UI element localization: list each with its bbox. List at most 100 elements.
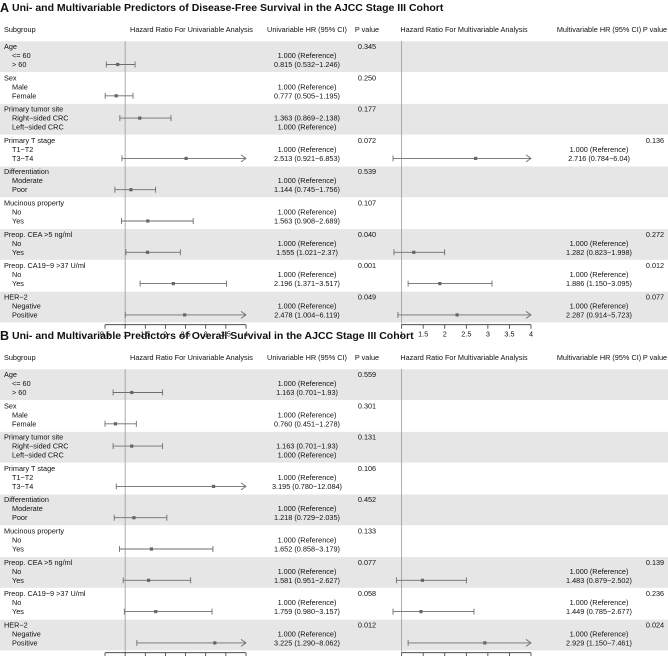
panel-b-group-5-univariable-p: 0.452 <box>358 495 376 504</box>
panel-b-group-2-row-1-univariable-hr: 1.000 (Reference) <box>278 410 337 419</box>
panel-a-group-9-row-2-multivariable-ci-arrow <box>525 311 532 319</box>
panel-b-group-2-row-2-label: Female <box>12 419 36 428</box>
panel-a-group-1-row-1-univariable-hr: 1.000 (Reference) <box>278 51 337 60</box>
panel-a-header-univariable-p: P value <box>355 25 379 34</box>
panel-b-group-8-row-2-label: Yes <box>12 607 24 616</box>
panel-b-group-8-row-1-univariable-hr: 1.000 (Reference) <box>278 598 337 607</box>
panel-a-group-9-row-1-multivariable-hr: 1.000 (Reference) <box>570 301 629 310</box>
panel-a-group-2-row-2-univariable-hr: 0.777 (0.505−1.195) <box>274 91 340 100</box>
panel-b-group-8-row-2-univariable-point <box>154 610 158 614</box>
panel-b-group-1-row-2-univariable-point <box>130 390 134 395</box>
panel-a-header-univariable-plot: Hazard Ratio For Univariable Analysis <box>130 25 253 34</box>
panel-b-group-9-row-2-multivariable-ci-arrow <box>525 639 532 647</box>
panel-a-header-subgroup: Subgroup <box>4 25 36 34</box>
panel-b-group-8-row-1-multivariable-hr: 1.000 (Reference) <box>570 598 629 607</box>
panel-a-group-7-row-1-univariable-hr: 1.000 (Reference) <box>278 239 337 248</box>
panel-a-label: A <box>0 1 9 15</box>
panel-a-group-8-row-2-label: Yes <box>12 279 24 288</box>
panel-b-group-4-row-2-univariable-point <box>211 484 216 488</box>
panel-a-group-3-row-1-univariable-point <box>138 116 142 120</box>
panel-a-group-9-row-1-label: Negative <box>12 301 41 310</box>
panel-b-group-1-row-2-label: > 60 <box>12 388 26 397</box>
panel-a-group-4-row-2-univariable-point <box>184 156 188 160</box>
panel-a-univariable-tick-label: 2 <box>163 330 167 339</box>
panel-b-band <box>0 369 668 400</box>
panel-b-group-2-row-2-univariable-point <box>113 422 118 426</box>
panel-b-group-9-univariable-p: 0.012 <box>358 620 376 629</box>
panel-b-header-univariable-plot: Hazard Ratio For Univariable Analysis <box>130 353 253 362</box>
panel-b-group-1-name: Age <box>4 370 17 379</box>
panel-a-group-2-row-1-univariable-hr: 1.000 (Reference) <box>278 82 337 91</box>
panel-b-group-8-row-2-multivariable-point <box>419 610 423 614</box>
panel-b-group-3-row-2-univariable-hr: 1.000 (Reference) <box>278 451 337 460</box>
panel-a-group-8-row-2-univariable-point <box>171 282 175 286</box>
panel-a-group-5-row-1-label: Moderate <box>12 176 43 185</box>
panel-a-group-3-univariable-p: 0.177 <box>358 105 376 114</box>
panel-b-group-9-row-2-univariable-hr: 3.225 (1.290−8.062) <box>274 638 340 647</box>
panel-b-group-9-row-2-univariable-point <box>213 641 217 645</box>
panel-a-band <box>0 166 668 198</box>
panel-b-group-2-row-2-univariable-hr: 0.760 (0.451−1.278) <box>274 419 340 428</box>
panel-b-group-8-row-1-label: No <box>12 598 21 607</box>
panel-a-header-multivariable-hr: Multivariable HR (95% CI) <box>557 25 641 34</box>
panel-b-group-9-multivariable-p: 0.024 <box>646 620 664 629</box>
panel-a-group-4-multivariable-p: 0.136 <box>646 136 664 145</box>
panel-a-group-8-univariable-p: 0.001 <box>358 261 376 270</box>
panel-b-group-8-name: Preop. CA19−9 >37 U/ml <box>4 589 86 598</box>
panel-a-group-5-row-1-univariable-hr: 1.000 (Reference) <box>278 176 337 185</box>
panel-a-group-8-multivariable-p: 0.012 <box>646 261 664 270</box>
panel-a-group-2-univariable-p: 0.250 <box>358 73 376 82</box>
panel-b-header-univariable-p: P value <box>355 353 379 362</box>
panel-a-group-9-univariable-p: 0.049 <box>358 292 376 301</box>
panel-a-group-3-row-2-label: Left−sided CRC <box>12 123 64 132</box>
panel-b-group-8-multivariable-p: 0.236 <box>646 589 664 598</box>
panel-a-group-3-row-2-univariable-hr: 1.000 (Reference) <box>278 123 337 132</box>
panel-a-group-5-row-2-univariable-point <box>129 188 133 192</box>
panel-a-group-5-row-2-label: Poor <box>12 185 28 194</box>
panel-b-group-8-row-2-multivariable-hr: 1.449 (0.785−2.677) <box>566 607 632 616</box>
panel-b-band <box>0 494 668 526</box>
panel-a-group-2-name: Sex <box>4 73 17 82</box>
panel-b-header-subgroup: Subgroup <box>4 353 36 362</box>
panel-a-band <box>0 41 668 72</box>
panel-b-group-5-name: Differentiation <box>4 495 49 504</box>
panel-b-group-1-univariable-p: 0.559 <box>358 370 376 379</box>
panel-b-group-6-row-1-univariable-hr: 1.000 (Reference) <box>278 536 337 545</box>
panel-b-group-6-univariable-p: 0.133 <box>358 527 376 536</box>
panel-a-group-2-row-1-label: Male <box>12 82 28 91</box>
panel-b-group-7-name: Preop. CEA >5 ng/ml <box>4 558 73 567</box>
panel-a-univariable-tick-label: 2.5 <box>180 330 190 339</box>
panel-b-group-4-name: Primary T stage <box>4 464 55 473</box>
panel-b-group-3-name: Primary tumor site <box>4 433 63 442</box>
panel-b-group-7-row-1-univariable-hr: 1.000 (Reference) <box>278 567 337 576</box>
panel-b-group-4-row-1-label: T1−T2 <box>12 473 33 482</box>
panel-b-group-5-row-2-univariable-hr: 1.218 (0.729−2.035) <box>274 513 340 522</box>
panel-a-univariable-tick-label: 3.5 <box>221 330 231 339</box>
panel-a-group-3-name: Primary tumor site <box>4 105 63 114</box>
panel-a-group-1-name: Age <box>4 42 17 51</box>
panel-a-group-4-row-1-multivariable-hr: 1.000 (Reference) <box>570 145 629 154</box>
panel-b-title: Uni- and Multivariable Predictors of Ove… <box>12 330 414 342</box>
panel-a-group-8-row-1-multivariable-hr: 1.000 (Reference) <box>570 270 629 279</box>
panel-b-group-9-row-1-univariable-hr: 1.000 (Reference) <box>278 629 337 638</box>
panel-a-group-9-row-2-univariable-point <box>183 313 187 317</box>
panel-a-group-4-row-2-multivariable-hr: 2.716 (0.784−6.04) <box>568 154 630 163</box>
panel-b-header-multivariable-plot: Hazard Ratio For Multivariable Analysis <box>400 353 528 362</box>
panel-a-group-4-row-1-label: T1−T2 <box>12 145 33 154</box>
panel-a-univariable-tick-label: 4 <box>244 330 248 339</box>
panel-a-group-8-row-2-multivariable-point <box>438 282 442 286</box>
panel-b-group-5-row-2-label: Poor <box>12 513 28 522</box>
panel-b-group-7-univariable-p: 0.077 <box>358 558 376 567</box>
panel-b-label: B <box>0 329 9 343</box>
panel-b-group-1-row-1-univariable-hr: 1.000 (Reference) <box>278 379 337 388</box>
panel-a-univariable-tick-label: 1.5 <box>140 330 150 339</box>
panel-a-group-7-row-2-univariable-point <box>145 250 150 254</box>
panel-a-group-1-row-1-label: <= 60 <box>12 51 31 60</box>
panel-a-group-9-row-1-univariable-hr: 1.000 (Reference) <box>278 301 337 310</box>
panel-b-group-6-name: Mucinous property <box>4 527 64 536</box>
panel-a-group-4-row-2-multivariable-ci-arrow <box>525 154 532 163</box>
panel-b-group-9-row-2-multivariable-point <box>483 641 487 645</box>
panel-a-title: Uni- and Multivariable Predictors of Dis… <box>12 2 444 14</box>
panel-a-band <box>0 229 668 260</box>
